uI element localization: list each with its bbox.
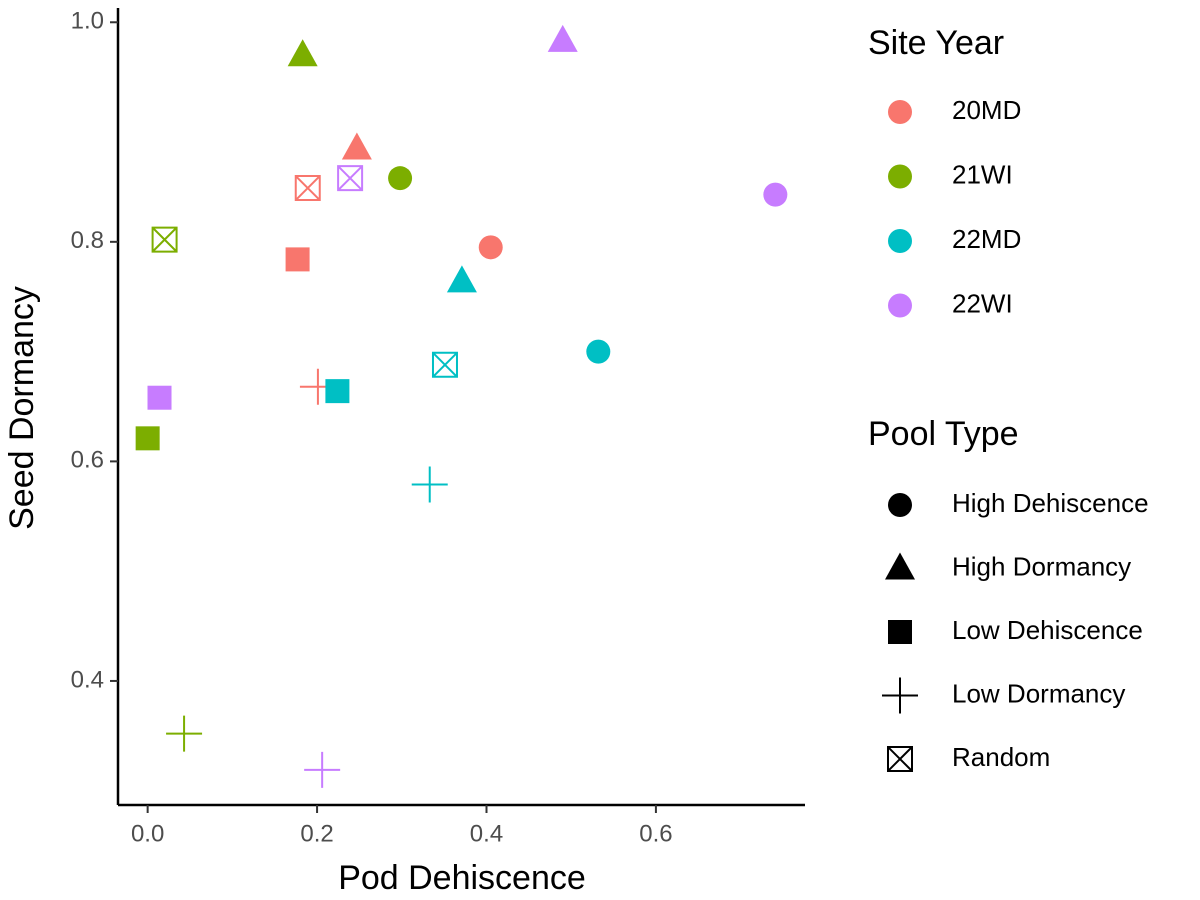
point xyxy=(337,165,364,192)
x-axis-title: Pod Dehiscence xyxy=(338,859,586,897)
legend-swatch xyxy=(888,493,912,517)
point xyxy=(304,751,341,788)
point xyxy=(763,182,788,207)
legend-title: Pool Type xyxy=(868,415,1019,453)
y-axis-title: Seed Dormancy xyxy=(3,286,41,530)
legend-swatch xyxy=(888,100,912,124)
x-tick-label: 0.0 xyxy=(131,820,164,847)
legend-label: Random xyxy=(952,742,1050,772)
y-tick-label: 0.4 xyxy=(71,666,104,693)
legend-label: High Dormancy xyxy=(952,551,1131,581)
point xyxy=(411,466,448,503)
point xyxy=(151,226,178,253)
point xyxy=(294,175,321,202)
point xyxy=(547,24,578,52)
x-tick-label: 0.2 xyxy=(300,820,333,847)
legend-label: 22WI xyxy=(952,288,1013,318)
point xyxy=(147,385,172,410)
point xyxy=(388,166,413,191)
legend-swatch xyxy=(887,746,913,772)
legend-label: 21WI xyxy=(952,159,1013,189)
legend-swatch xyxy=(888,620,912,644)
legend-swatch xyxy=(882,677,918,714)
legend-swatch xyxy=(888,229,912,253)
point xyxy=(325,379,350,404)
point xyxy=(586,339,611,364)
point xyxy=(478,235,503,260)
point xyxy=(135,426,160,451)
point xyxy=(341,132,372,160)
legend-title: Site Year xyxy=(868,24,1004,62)
y-tick-label: 0.6 xyxy=(71,447,104,474)
x-tick-label: 0.6 xyxy=(639,820,672,847)
legend-label: Low Dormancy xyxy=(952,678,1125,708)
legend-swatch xyxy=(888,293,912,318)
y-tick-label: 1.0 xyxy=(71,8,104,35)
legend-label: 22MD xyxy=(952,224,1021,254)
legend-swatch xyxy=(888,164,912,189)
point xyxy=(431,351,458,378)
point xyxy=(287,39,318,67)
y-tick-label: 0.8 xyxy=(71,227,104,254)
legend-label: High Dehiscence xyxy=(952,488,1149,518)
legend-swatch xyxy=(885,552,915,580)
x-tick-label: 0.4 xyxy=(470,820,503,847)
point xyxy=(285,247,310,272)
legend-label: Low Dehiscence xyxy=(952,615,1143,645)
point xyxy=(166,715,203,752)
point xyxy=(446,265,477,293)
legend-label: 20MD xyxy=(952,95,1021,125)
